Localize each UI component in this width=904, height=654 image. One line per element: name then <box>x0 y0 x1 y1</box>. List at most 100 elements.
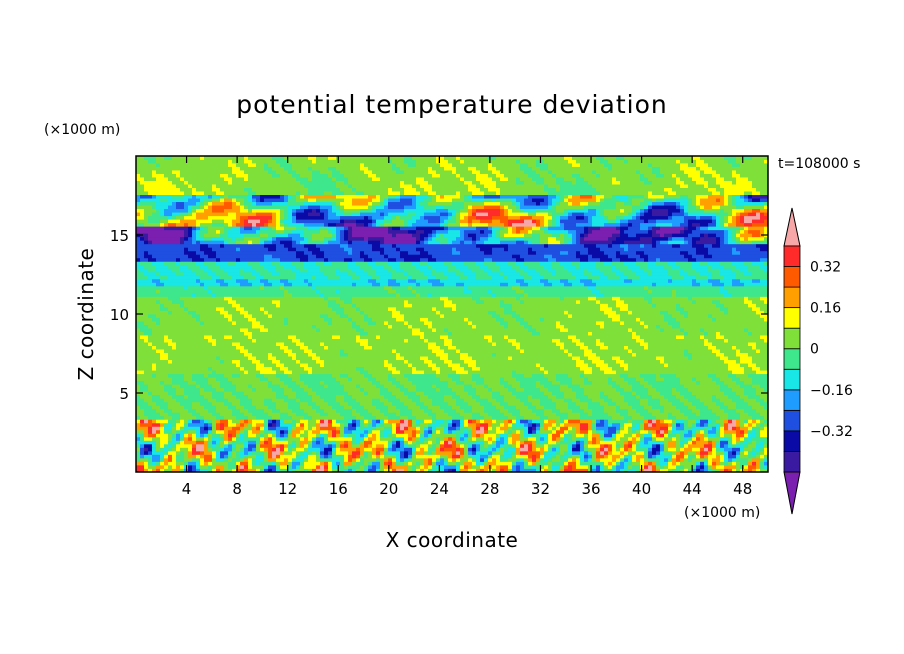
field-cell <box>300 398 313 403</box>
field-cell <box>600 275 609 280</box>
field-cell <box>480 443 485 448</box>
field-cell <box>696 436 701 441</box>
field-cell <box>612 457 617 462</box>
field-cell <box>420 443 429 448</box>
field-cell <box>184 377 193 382</box>
field-cell <box>748 450 753 455</box>
field-cell <box>476 426 481 431</box>
field-cell <box>380 398 389 403</box>
field-cell <box>184 285 189 290</box>
field-cell <box>184 426 201 431</box>
field-cell <box>348 352 397 357</box>
field-cell <box>620 257 637 262</box>
field-cell <box>512 454 517 459</box>
field-cell <box>136 401 149 406</box>
field-cell <box>232 447 237 452</box>
field-cell <box>564 394 577 399</box>
field-cell <box>368 222 373 227</box>
field-cell <box>204 250 217 255</box>
field-cell <box>720 433 725 438</box>
field-cell <box>428 264 433 269</box>
field-cell <box>684 205 689 210</box>
field-cell <box>312 275 317 280</box>
field-cell <box>284 292 293 297</box>
field-cell <box>684 215 697 220</box>
field-cell <box>164 447 169 452</box>
field-cell <box>752 468 757 472</box>
field-cell <box>564 264 577 269</box>
field-cell <box>384 429 393 434</box>
field-cell <box>280 222 285 227</box>
field-cell <box>404 436 409 441</box>
field-cell <box>320 212 325 217</box>
field-cell <box>484 240 501 245</box>
field-cell <box>676 464 685 469</box>
field-cell <box>180 464 185 469</box>
field-cell <box>756 243 768 248</box>
field-cell <box>508 440 513 445</box>
field-cell <box>612 377 625 382</box>
field-cell <box>692 422 697 427</box>
field-cell <box>484 380 501 385</box>
field-cell <box>196 317 201 322</box>
field-cell <box>408 454 413 459</box>
field-cell <box>356 222 365 227</box>
field-cell <box>404 321 409 325</box>
field-cell <box>160 429 165 434</box>
field-cell <box>560 194 565 199</box>
field-cell <box>752 191 761 196</box>
field-cell <box>476 275 493 280</box>
field-cell <box>628 303 653 308</box>
field-cell <box>508 282 521 287</box>
field-cell <box>180 264 189 269</box>
field-cell <box>252 338 257 343</box>
field-cell <box>732 457 737 462</box>
field-cell <box>720 454 725 459</box>
field-cell <box>648 461 653 466</box>
field-cell <box>608 377 613 382</box>
field-cell <box>664 198 689 203</box>
field-cell <box>380 282 389 287</box>
field-cell <box>468 317 497 322</box>
field-cell <box>436 429 441 434</box>
field-cell <box>408 457 413 462</box>
field-cell <box>340 352 349 357</box>
field-cell <box>300 384 309 389</box>
field-cell <box>380 429 385 434</box>
field-cell <box>636 440 641 445</box>
field-cell <box>164 338 173 343</box>
field-cell <box>292 215 297 220</box>
field-cell <box>500 314 513 318</box>
field-cell <box>428 233 433 238</box>
field-cell <box>388 405 397 410</box>
field-cell <box>648 440 665 445</box>
field-cell <box>308 345 325 350</box>
field-cell <box>292 443 297 448</box>
field-cell <box>764 317 768 322</box>
field-cell <box>220 233 229 238</box>
field-cell <box>524 373 533 378</box>
field-cell <box>256 338 293 343</box>
field-cell <box>712 349 721 354</box>
field-cell <box>548 447 553 452</box>
field-cell <box>232 433 237 438</box>
field-cell <box>396 194 401 199</box>
field-cell <box>652 419 657 424</box>
field-cell <box>728 222 737 227</box>
field-cell <box>608 303 617 308</box>
field-cell <box>176 257 181 262</box>
field-cell <box>420 261 429 266</box>
field-cell <box>296 422 301 427</box>
field-cell <box>292 356 297 361</box>
field-cell <box>684 328 701 332</box>
field-cell <box>752 436 768 441</box>
field-cell <box>332 443 337 448</box>
field-cell <box>380 387 389 392</box>
field-cell <box>716 236 721 241</box>
field-cell <box>192 236 197 241</box>
field-cell <box>544 370 549 375</box>
field-cell <box>460 268 473 273</box>
field-cell <box>448 275 461 280</box>
field-cell <box>628 468 637 472</box>
field-cell <box>440 387 453 392</box>
